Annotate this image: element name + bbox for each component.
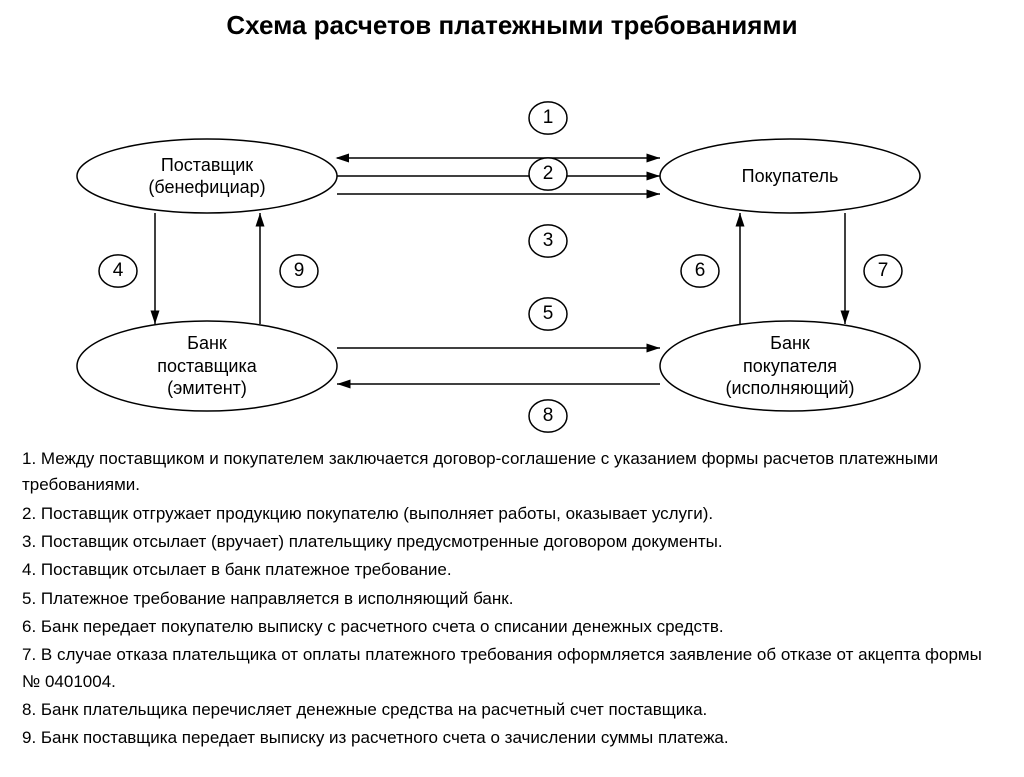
badge-num-1: 1 — [529, 107, 567, 129]
legend-item-3: 3. Поставщик отсылает (вручает) плательщ… — [22, 529, 1002, 555]
legend-item-8: 8. Банк плательщика перечисляет денежные… — [22, 697, 1002, 723]
legend-item-5: 5. Платежное требование направляется в и… — [22, 586, 1002, 612]
badge-num-7: 7 — [864, 260, 902, 282]
legend-item-1: 1. Между поставщиком и покупателем заклю… — [22, 446, 1002, 499]
node-label-bank_buyer: Банкпокупателя(исполняющий) — [660, 332, 920, 400]
diagram: Поставщик(бенефициар) Покупатель Банкпоста… — [0, 46, 1024, 436]
badge-num-4: 4 — [99, 260, 137, 282]
legend-list: 1. Между поставщиком и покупателем заклю… — [0, 436, 1024, 752]
legend-item-9: 9. Банк поставщика передает выписку из р… — [22, 725, 1002, 751]
node-label-bank_supplier: Банкпоставщика(эмитент) — [77, 332, 337, 400]
legend-item-6: 6. Банк передает покупателю выписку с ра… — [22, 614, 1002, 640]
badge-num-5: 5 — [529, 303, 567, 325]
badge-num-2: 2 — [529, 163, 567, 185]
badge-num-9: 9 — [280, 260, 318, 282]
node-label-supplier: Поставщик(бенефициар) — [77, 154, 337, 199]
badge-num-8: 8 — [529, 405, 567, 427]
legend-item-4: 4. Поставщик отсылает в банк платежное т… — [22, 557, 1002, 583]
badge-num-6: 6 — [681, 260, 719, 282]
badge-num-3: 3 — [529, 230, 567, 252]
legend-item-2: 2. Поставщик отгружает продукцию покупат… — [22, 501, 1002, 527]
node-label-buyer: Покупатель — [660, 165, 920, 188]
legend-item-7: 7. В случае отказа плательщика от оплаты… — [22, 642, 1002, 695]
page-title: Схема расчетов платежными требованиями — [0, 10, 1024, 41]
